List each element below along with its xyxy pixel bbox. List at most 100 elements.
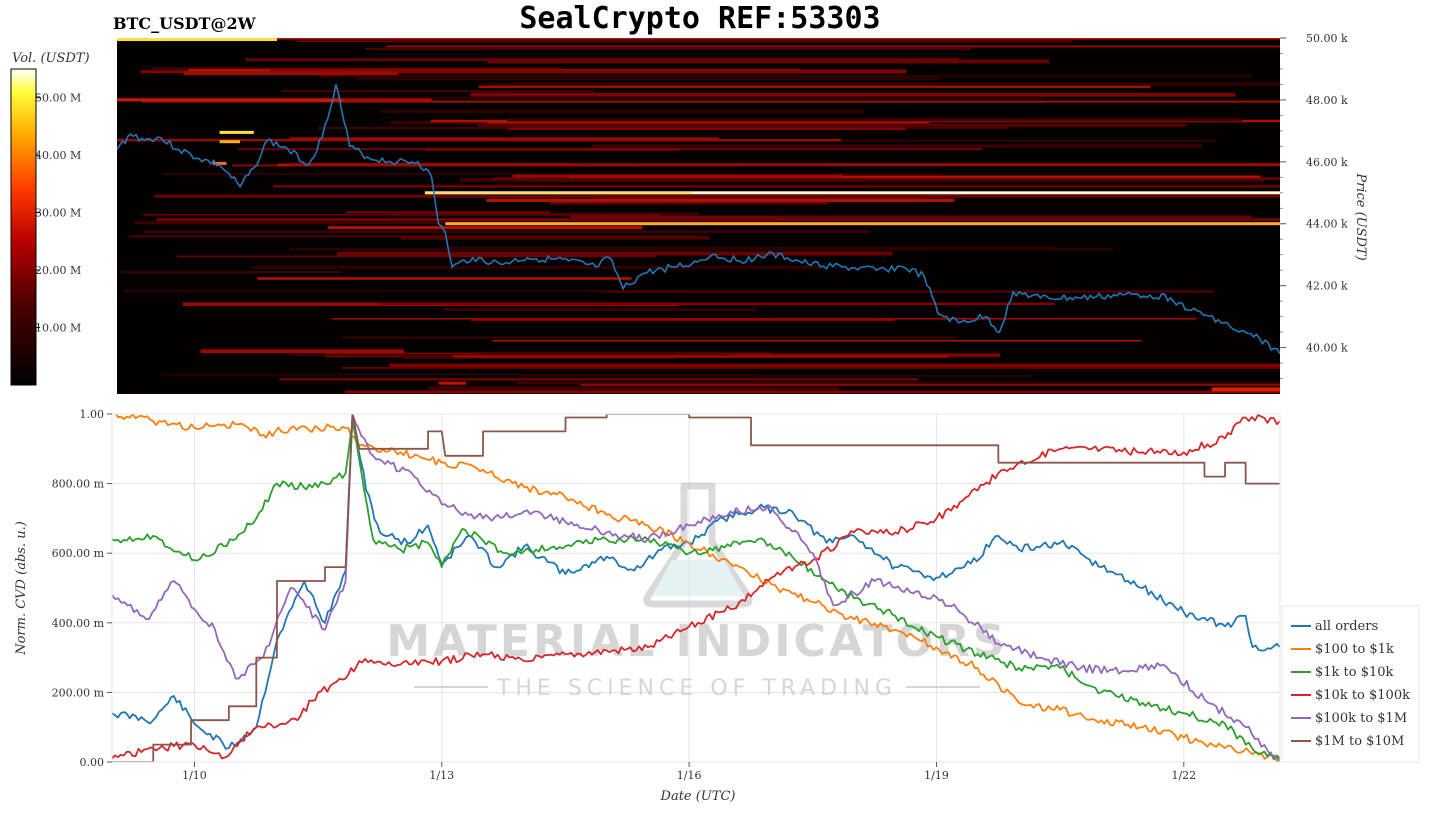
y-tick-label: 800.00 m [52,478,105,491]
price-tick-label: 50.00 k [1306,32,1348,45]
x-tick-label: 1/10 [182,769,207,782]
legend-label: $1M to $10M [1315,734,1404,749]
price-tick-label: 42.00 k [1306,280,1348,293]
heatmap-band [479,86,1150,88]
legend-label: $1k to $10k [1315,665,1394,680]
heatmap-band [570,216,1251,220]
heatmap-band [337,252,893,256]
heatmap-band [331,318,1196,320]
heatmap-band [342,337,954,339]
heatmap-band [443,308,757,311]
colorbar-ticks: 50.00 M 40.00 M 30.00 M 20.00 M 10.00 M [35,92,81,335]
colorbar-label: Vol. (USDT) [12,51,90,66]
heatmap-band [481,83,1361,86]
legend-label: $100k to $1M [1315,711,1407,726]
heatmap-band [257,277,631,280]
price-axis-label: Price (USDT) [1353,172,1368,260]
legend-label: all orders [1315,619,1378,634]
pair-title: BTC_USDT@2W [113,14,257,33]
ref-title: SealCrypto REF:53303 [519,1,880,36]
price-tick-label: 40.00 k [1306,342,1348,355]
heatmap-band [507,118,1243,121]
heatmap-band [245,58,959,61]
heatmap-band [297,41,1073,43]
heatmap-band [532,179,865,182]
heatmap-accent-band [117,38,277,41]
heatmap-band [486,199,954,202]
legend: all orders $100 to $1k $1k to $10k $10k to … [1282,606,1419,762]
heatmap-accent-band [220,131,254,134]
colorbar-tick-label: 50.00 M [35,92,81,105]
heatmap-band [598,290,1214,292]
heatmap-band [124,290,608,292]
price-tick-label: 48.00 k [1306,94,1348,107]
heatmap-band [356,77,939,80]
heatmap-band [381,109,864,113]
heatmap-accent-band [117,98,343,101]
heatmap-band [143,230,869,233]
heatmap-band [591,144,1201,147]
heatmap-band [512,175,843,178]
heatmap-band [550,202,828,205]
heatmap-band [201,349,404,353]
legend-label: $100 to $1k [1315,642,1394,657]
heatmap-accent-band [425,192,692,194]
heatmap-band [390,364,1440,368]
x-tick-label: 1/16 [677,769,702,782]
heatmap-band [471,93,1236,97]
heatmap-band [446,391,775,393]
heatmap-accent-band [439,382,466,385]
heatmap-band [280,378,919,381]
heatmap-band [124,394,351,397]
colorbar-tick-label: 10.00 M [35,322,81,335]
heatmap-band [155,195,1440,198]
heatmap-band [328,226,643,229]
heatmap-band [478,124,1186,128]
heatmap-band [453,355,949,358]
heatmap-band [121,271,342,273]
y-tick-label: 200.00 m [52,686,105,699]
x-axis-label: Date (UTC) [660,789,736,804]
legend-label: $10k to $100k [1315,688,1410,703]
heatmap-band [251,266,821,270]
colorbar [11,69,36,385]
y-tick-label: 600.00 m [52,547,105,560]
heatmap-band [516,382,1427,384]
heatmap-band [342,367,1352,369]
y-axis-label: Norm. CVD (abs. u.) [14,521,29,656]
heatmap-band [290,248,1114,251]
colorbar-tick-label: 20.00 M [35,264,81,277]
heatmap-accent-band [220,140,241,143]
x-tick-label: 1/19 [924,769,949,782]
heatmap-accent-band [1212,387,1280,391]
heatmap-band [425,148,679,150]
heatmap-band [381,303,1055,306]
heatmap-band [184,71,398,75]
y-tick-label: 1.00 [80,408,105,421]
heatmap-band [448,247,1057,249]
heatmap-band [428,386,839,390]
heatmap-band [273,185,1295,188]
heatmap-band [346,211,550,213]
heatmap-band [177,256,657,258]
colorbar-tick-label: 30.00 M [35,207,81,220]
x-tick-label: 1/22 [1171,769,1196,782]
heatmap-band [143,214,661,216]
heatmap-band [290,163,1440,166]
heatmap-band [508,128,905,131]
heatmap-accent-band [117,37,1280,40]
heatmap-accent-band [343,98,432,101]
heatmap-accent-band [445,222,1280,225]
y-tick-label: 400.00 m [52,617,105,630]
colorbar-tick-label: 40.00 M [35,149,81,162]
price-tick-label: 44.00 k [1306,218,1348,231]
heatmap-band [151,68,561,70]
heatmap-band [282,90,595,92]
y-axis: 1.00 800.00 m 600.00 m 400.00 m 200.00 m 0.00 [52,408,112,769]
heatmap-band [162,173,943,175]
price-tick-label: 46.00 k [1306,156,1348,169]
heatmap-band [162,374,756,376]
y-tick-label: 0.00 [80,756,105,769]
